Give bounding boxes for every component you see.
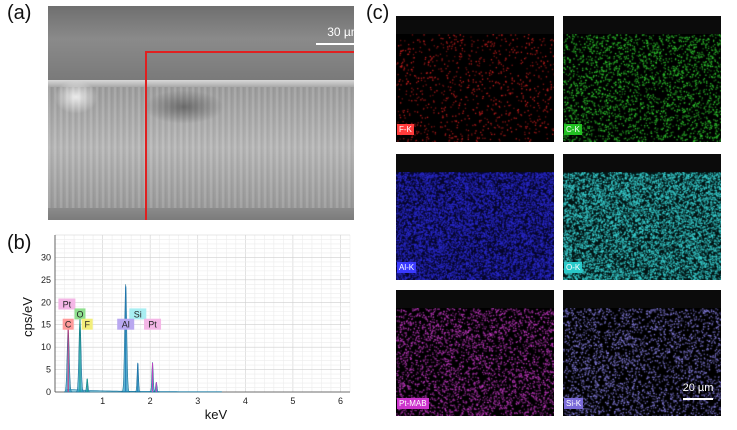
map-signal <box>563 34 721 142</box>
element-label: C <box>65 320 72 330</box>
map-signal <box>563 172 721 280</box>
spectrum-background <box>66 388 222 393</box>
panel-label-b: (b) <box>7 232 32 254</box>
element-map-si-k: Si-K <box>563 290 721 416</box>
x-tick-label: 4 <box>243 396 248 406</box>
y-tick-label: 15 <box>41 320 51 330</box>
element-label-box <box>74 308 86 320</box>
y-tick-label: 5 <box>46 365 51 375</box>
sem-image: 30 µm <box>48 6 354 220</box>
map-signal <box>396 172 554 280</box>
element-map-pt-mab: Pt-MAB <box>396 290 554 416</box>
element-map-o-k: O-K <box>563 154 721 280</box>
element-label-box <box>58 298 76 310</box>
eds-spectrum-chart: 1 2 3 4 5 6 0 5 10 15 20 25 30 Pt C O F Si Al Pt keV cps/e… <box>0 225 360 430</box>
panel-label-a: (a) <box>7 2 32 24</box>
sem-dark-region <box>144 90 224 124</box>
x-tick-label: 1 <box>100 396 105 406</box>
map-signal <box>396 34 554 142</box>
map-top-strip <box>396 16 554 34</box>
map-top-strip <box>563 290 721 308</box>
map-element-tag: Si-K <box>564 398 584 409</box>
sem-film-edge <box>48 80 354 87</box>
eds-spectrum-svg: 1 2 3 4 5 6 0 5 10 15 20 25 30 Pt COF Si Al Pt keV cps/e… <box>20 234 351 422</box>
x-tick-label: 3 <box>195 396 200 406</box>
x-tick-label: 6 <box>338 396 343 406</box>
element-label: Pt <box>63 300 72 310</box>
map-element-tag: Al-K <box>397 262 417 273</box>
sem-scale-bar-label: 30 µm <box>327 25 354 39</box>
x-tick-label: 5 <box>290 396 295 406</box>
map-top-strip <box>563 154 721 172</box>
x-axis-label: keV <box>205 407 228 422</box>
element-map-f-k: F-K <box>396 16 554 142</box>
map-element-tag: Pt-MAB <box>397 398 429 409</box>
map-element-tag: F-K <box>397 124 414 135</box>
map-top-strip <box>396 290 554 308</box>
element-label: Si <box>134 309 142 319</box>
map-scale-bar <box>683 398 713 400</box>
element-map-al-k: Al-K <box>396 154 554 280</box>
sem-background <box>48 6 354 80</box>
element-label: F <box>84 320 90 330</box>
element-map-c-k: C-K <box>563 16 721 142</box>
y-tick-label: 10 <box>41 342 51 352</box>
y-tick-label: 25 <box>41 275 51 285</box>
panel-label-c: (c) <box>366 2 390 24</box>
element-label-box <box>144 318 162 330</box>
map-top-strip <box>563 16 721 34</box>
region-of-interest-box <box>145 51 354 220</box>
map-element-tag: O-K <box>564 262 583 273</box>
sem-substrate <box>48 208 354 220</box>
y-tick-label: 20 <box>41 297 51 307</box>
element-label-box <box>129 308 147 320</box>
element-label-box <box>81 318 93 330</box>
element-label-box <box>62 318 74 330</box>
map-element-tag: C-K <box>564 124 582 135</box>
element-label: O <box>76 309 83 319</box>
y-axis-label: cps/eV <box>20 297 35 337</box>
sem-scale-bar <box>316 43 354 45</box>
y-tick-label: 30 <box>41 252 51 262</box>
map-scale-bar-label: 20 µm <box>682 382 714 394</box>
element-label-box <box>117 318 135 330</box>
map-top-strip <box>396 154 554 172</box>
element-label: Pt <box>148 320 157 330</box>
element-label: Al <box>122 320 130 330</box>
y-tick-label: 0 <box>46 387 51 397</box>
x-tick-label: 2 <box>148 396 153 406</box>
sem-bright-region <box>54 80 98 114</box>
